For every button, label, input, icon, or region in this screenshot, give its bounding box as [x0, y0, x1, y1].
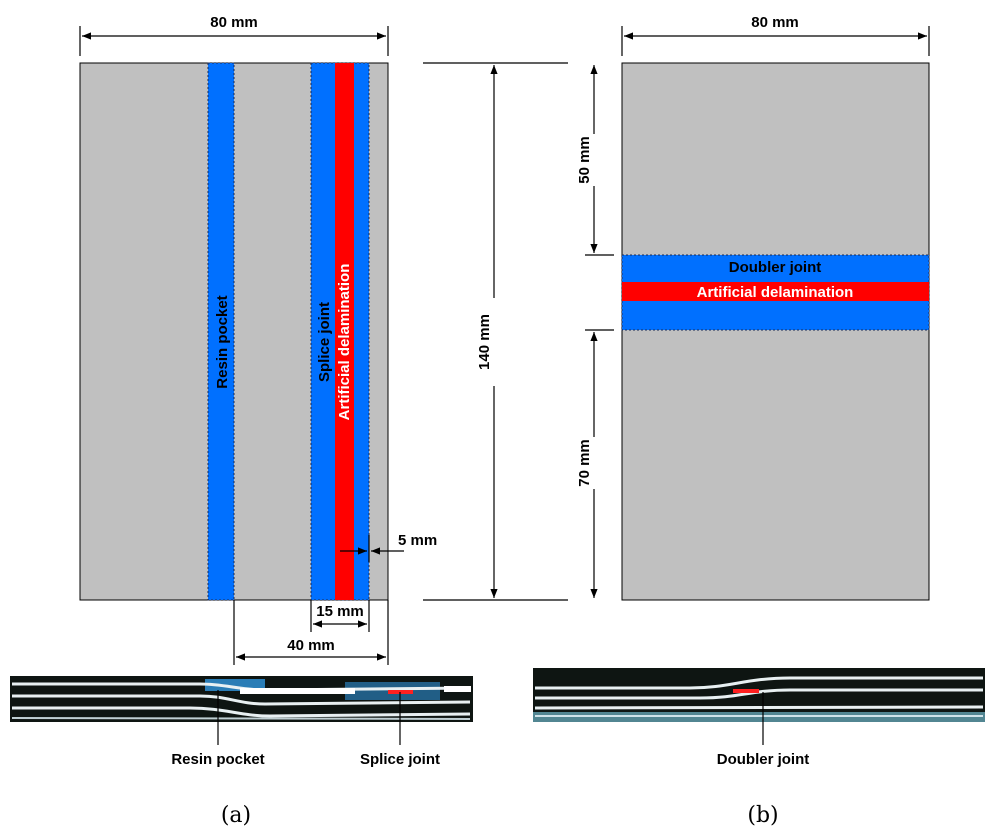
delamination-label-b: Artificial delamination — [697, 284, 854, 301]
top-dim-label: 50 mm — [576, 136, 593, 184]
specimen-b — [621, 62, 930, 601]
splice-width-label: 15 mm — [316, 603, 364, 620]
cross-section-photo-a — [10, 676, 473, 722]
resin-pocket-label: Resin pocket — [214, 295, 231, 388]
cross-section-photo-b — [533, 668, 985, 722]
photo-splice-joint-label: Splice joint — [360, 751, 440, 768]
delamination-label-a: Artificial delamination — [336, 264, 353, 421]
panel-b: 80 mm Doubler joint Artificial delaminat… — [533, 14, 985, 828]
delamination-band — [622, 282, 929, 301]
gap-dim-label: 5 mm — [398, 532, 437, 549]
width-dim-label: 80 mm — [210, 14, 258, 31]
offset-label: 40 mm — [287, 637, 335, 654]
delamination-strip — [335, 63, 354, 600]
caption-b: (b) — [747, 803, 778, 828]
resin-pocket-outline — [207, 62, 235, 601]
doubler-joint-label: Doubler joint — [729, 259, 822, 276]
panel-a: 80 mm Resin pocket Splice joint Artifici… — [10, 14, 568, 828]
bottom-dim-label: 70 mm — [576, 439, 593, 487]
bottom-label-bg — [574, 437, 614, 489]
top-label-bg — [574, 134, 614, 186]
caption-a: (a) — [221, 803, 251, 828]
width-dim-label-b: 80 mm — [751, 14, 799, 31]
splice-joint-label: Splice joint — [316, 302, 333, 382]
height-dim-label: 140 mm — [476, 314, 493, 370]
photo-doubler-joint-label: Doubler joint — [717, 751, 810, 768]
photo-resin-pocket-label: Resin pocket — [171, 751, 264, 768]
height-label-bg — [474, 298, 514, 386]
resin-pocket-strip — [208, 63, 234, 600]
